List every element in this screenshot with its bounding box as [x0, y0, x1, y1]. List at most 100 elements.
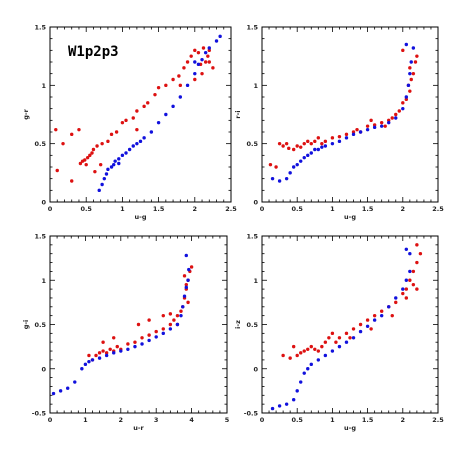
- y-tick-label: 1.5: [34, 24, 46, 32]
- data-point: [415, 287, 419, 291]
- data-point: [323, 139, 328, 144]
- data-point: [397, 109, 401, 113]
- x-axis-label: u-r: [133, 424, 144, 432]
- data-point: [394, 300, 398, 305]
- data-point: [365, 127, 370, 132]
- data-point: [409, 60, 413, 64]
- data-point: [295, 162, 299, 167]
- data-point: [327, 336, 331, 340]
- data-point: [100, 182, 104, 187]
- data-point: [418, 252, 423, 256]
- data-point: [142, 104, 146, 109]
- data-point: [101, 349, 105, 353]
- data-point: [138, 139, 143, 144]
- data-point: [394, 296, 398, 300]
- data-point: [313, 347, 317, 351]
- data-point: [406, 83, 411, 88]
- data-point: [379, 120, 384, 125]
- data-point: [77, 127, 81, 132]
- data-point: [98, 162, 103, 167]
- data-point: [126, 347, 130, 351]
- y-tick-label: -0.5: [32, 410, 47, 418]
- data-point: [182, 274, 187, 278]
- data-point: [291, 344, 296, 349]
- data-point: [172, 318, 176, 322]
- data-point: [189, 265, 194, 269]
- data-point: [281, 144, 285, 148]
- data-point: [309, 362, 313, 367]
- data-point: [337, 134, 342, 139]
- data-point: [179, 309, 183, 313]
- data-point: [404, 247, 409, 251]
- data-point: [161, 327, 165, 331]
- data-point: [320, 344, 324, 349]
- y-axis-label: g-r: [22, 108, 30, 119]
- data-point: [200, 57, 204, 62]
- data-point: [95, 144, 99, 148]
- data-point: [323, 144, 328, 148]
- data-point: [383, 124, 387, 128]
- x-tick-label: 2: [401, 416, 406, 424]
- data-point: [109, 132, 114, 137]
- data-point: [408, 89, 412, 93]
- data-point: [203, 50, 208, 55]
- data-point: [124, 118, 128, 123]
- data-point: [117, 157, 121, 161]
- data-point: [193, 60, 197, 64]
- data-point: [117, 161, 121, 166]
- data-point: [112, 336, 116, 340]
- x-tick-label: 1: [83, 416, 88, 424]
- data-point: [135, 141, 139, 146]
- data-point: [337, 139, 342, 144]
- y-axis-label: i-z: [234, 320, 242, 329]
- data-point: [394, 116, 398, 120]
- data-point: [299, 351, 303, 355]
- data-point: [309, 151, 313, 155]
- data-point: [181, 305, 185, 309]
- data-point: [334, 340, 338, 344]
- data-point: [379, 309, 384, 313]
- data-point: [54, 127, 58, 132]
- data-point: [91, 147, 96, 152]
- data-point: [196, 62, 201, 67]
- data-point: [146, 101, 150, 105]
- data-point: [193, 48, 197, 53]
- data-point: [218, 34, 222, 39]
- x-tick-label: 4: [189, 416, 194, 424]
- data-point: [106, 167, 110, 172]
- plot-frame: [261, 235, 439, 414]
- data-point: [207, 46, 211, 50]
- data-point: [193, 71, 197, 76]
- data-point: [313, 139, 317, 144]
- data-point: [112, 351, 116, 355]
- data-point: [185, 83, 190, 88]
- data-point: [133, 344, 137, 349]
- y-tick-label: 1: [253, 82, 258, 90]
- x-tick-label: 2: [119, 416, 124, 424]
- data-point: [185, 60, 190, 64]
- data-point: [149, 130, 154, 134]
- data-point: [171, 104, 175, 109]
- data-point: [320, 141, 324, 146]
- data-point: [274, 165, 278, 169]
- data-point: [94, 353, 98, 358]
- data-point: [404, 97, 409, 102]
- data-point: [133, 340, 137, 344]
- data-point: [379, 313, 384, 318]
- data-point: [201, 46, 206, 50]
- data-point: [102, 176, 107, 181]
- data-point: [369, 118, 373, 123]
- data-point: [73, 380, 77, 384]
- data-point: [401, 106, 405, 111]
- data-point: [101, 340, 105, 344]
- data-point: [408, 252, 412, 256]
- data-point: [147, 338, 151, 343]
- data-point: [184, 285, 188, 290]
- data-point: [66, 386, 70, 390]
- data-point: [401, 291, 405, 296]
- data-point: [288, 171, 292, 175]
- data-point: [147, 318, 151, 322]
- data-point: [365, 124, 370, 128]
- x-axis-label: u-g: [135, 213, 147, 221]
- data-point: [316, 136, 321, 140]
